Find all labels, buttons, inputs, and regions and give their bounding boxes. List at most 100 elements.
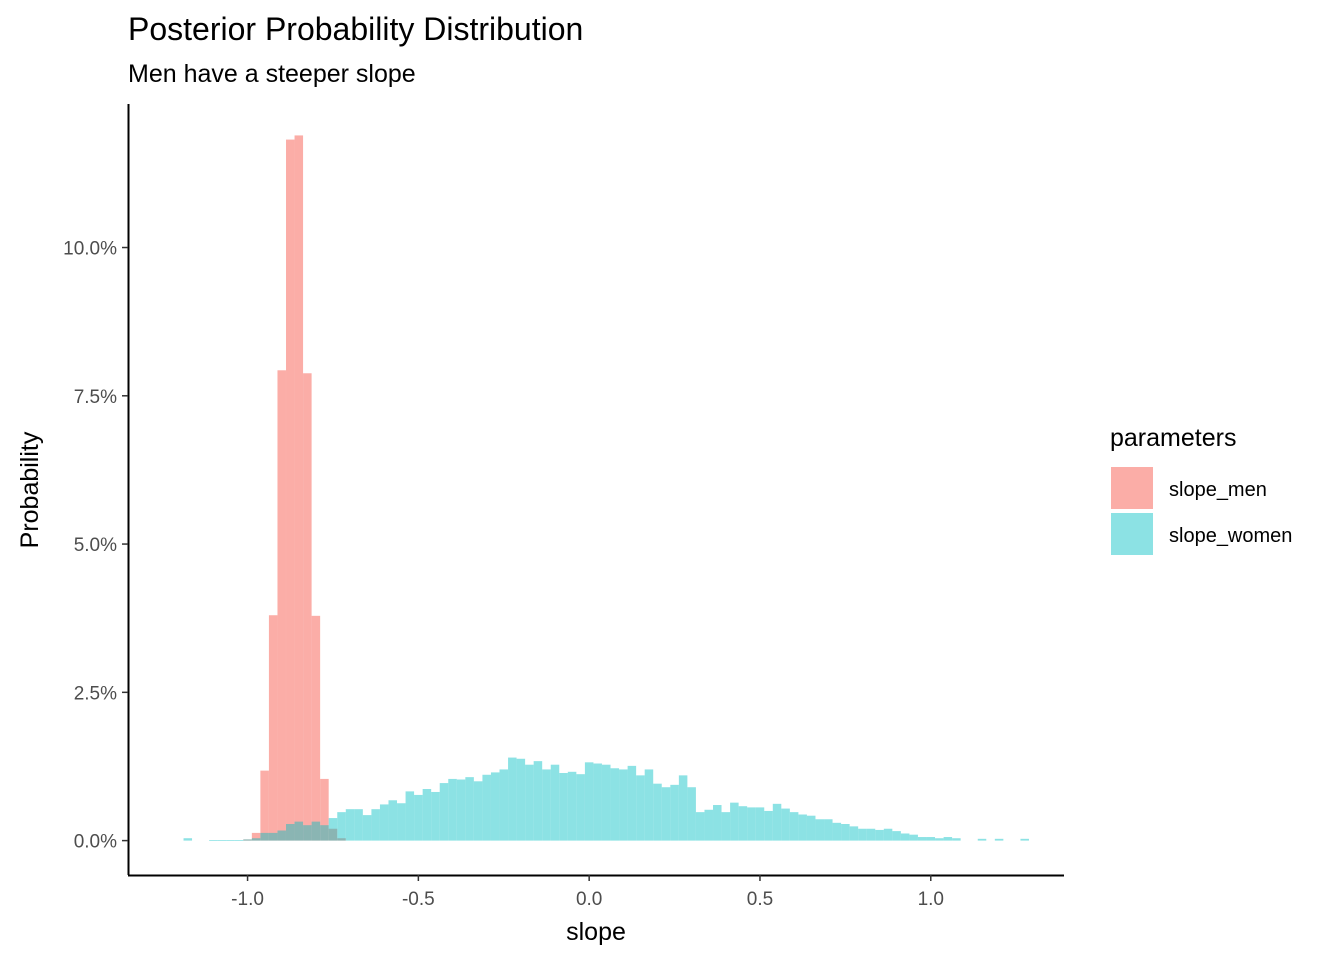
bar-slope-women-70 <box>772 803 782 841</box>
bar-slope-women-25 <box>388 800 397 841</box>
bar-slope-women-30 <box>431 791 440 841</box>
bar-slope-women-45 <box>559 772 568 841</box>
bar-slope-women-28 <box>414 794 423 841</box>
bar-slope-men-0 <box>243 839 252 841</box>
series-slope-men <box>243 135 346 841</box>
bar-slope-women-85 <box>900 833 910 841</box>
bar-slope-women-96 <box>994 838 1004 841</box>
bar-slope-women-81 <box>866 828 876 841</box>
bar-slope-women-72 <box>789 812 799 841</box>
bar-slope-men-10 <box>328 828 338 841</box>
bar-slope-women-7 <box>234 840 244 841</box>
bar-slope-women-35 <box>473 781 483 841</box>
series-slope-women <box>183 757 1029 841</box>
bar-slope-women-34 <box>465 777 474 841</box>
legend-label-slope-men: slope_men <box>1169 479 1267 501</box>
y-axis-ticks: 0.0% 2.5% 5.0% 7.5% 10.0% <box>63 239 128 853</box>
bar-slope-men-1 <box>251 832 261 841</box>
bar-slope-women-5 <box>217 840 227 841</box>
x-axis-title: slope <box>566 918 626 946</box>
bar-slope-women-29 <box>422 789 432 841</box>
bar-slope-men-2 <box>260 770 269 841</box>
bar-slope-women-94 <box>977 838 987 841</box>
x-tick-label: -1.0 <box>231 889 264 910</box>
bar-slope-women-50 <box>602 764 611 841</box>
bar-slope-women-15 <box>303 825 312 841</box>
x-tick-label: 0.0 <box>576 889 602 910</box>
histogram-bars <box>183 135 1029 841</box>
bar-slope-women-54 <box>636 775 645 841</box>
bar-slope-women-65 <box>730 802 739 841</box>
y-tick-label: 7.5% <box>74 387 117 408</box>
x-tick-label: 1.0 <box>918 889 944 910</box>
bar-slope-women-44 <box>550 764 560 841</box>
y-tick-label: 0.0% <box>74 832 117 853</box>
bar-slope-women-48 <box>584 762 594 841</box>
bar-slope-women-57 <box>661 787 671 841</box>
bar-slope-women-90 <box>943 837 953 841</box>
x-axis-ticks: -1.0 -0.5 0.0 0.5 1.0 <box>231 875 944 910</box>
bar-slope-women-38 <box>499 769 509 841</box>
bar-slope-women-47 <box>576 774 585 841</box>
legend-key-slope-men <box>1111 467 1153 509</box>
y-tick-label: 5.0% <box>74 535 117 556</box>
bar-slope-men-4 <box>277 370 286 841</box>
bar-slope-women-39 <box>508 757 517 841</box>
bar-slope-women-18 <box>328 818 338 841</box>
bar-slope-men-11 <box>337 838 346 841</box>
bar-slope-women-83 <box>883 828 893 841</box>
bar-slope-men-5 <box>286 139 295 841</box>
bar-slope-men-9 <box>320 778 329 841</box>
bar-slope-women-55 <box>644 769 654 841</box>
bar-slope-women-19 <box>337 812 346 841</box>
bar-slope-women-9 <box>251 838 261 841</box>
bar-slope-women-86 <box>909 834 918 841</box>
bar-slope-women-82 <box>875 829 884 841</box>
bar-slope-women-60 <box>687 787 696 841</box>
bar-slope-women-40 <box>516 758 526 841</box>
legend: parameters slope_men slope_women <box>1110 424 1292 555</box>
chart-title: Posterior Probability Distribution <box>128 11 583 47</box>
bar-slope-women-41 <box>525 764 534 841</box>
bar-slope-women-64 <box>721 812 731 841</box>
bar-slope-women-11 <box>268 832 278 841</box>
bar-slope-women-89 <box>935 838 944 841</box>
bar-slope-women-36 <box>482 774 491 841</box>
y-axis-title: Probability <box>16 431 44 548</box>
bar-slope-men-3 <box>268 615 278 841</box>
bar-slope-women-61 <box>695 812 705 841</box>
bar-slope-women-8 <box>243 839 252 841</box>
x-tick-label: 0.5 <box>747 889 773 910</box>
y-tick-label: 10.0% <box>63 239 117 260</box>
bar-slope-women-13 <box>286 824 295 841</box>
bar-slope-women-62 <box>704 809 713 841</box>
bar-slope-women-52 <box>619 769 628 841</box>
bar-slope-women-75 <box>815 819 825 841</box>
bar-slope-women-16 <box>311 821 321 841</box>
bar-slope-women-22 <box>362 815 372 841</box>
bar-slope-women-59 <box>678 775 688 841</box>
bar-slope-women-26 <box>397 803 406 841</box>
bar-slope-women-32 <box>448 778 457 841</box>
bar-slope-women-99 <box>1020 838 1029 841</box>
legend-label-slope-women: slope_women <box>1169 525 1292 547</box>
bar-slope-women-58 <box>670 784 679 841</box>
bar-slope-women-31 <box>439 783 449 841</box>
bar-slope-women-78 <box>841 824 850 841</box>
legend-title: parameters <box>1110 424 1236 452</box>
bar-slope-women-88 <box>926 837 936 841</box>
bar-slope-women-33 <box>456 779 466 841</box>
bar-slope-women-74 <box>806 815 816 841</box>
bar-slope-women-84 <box>892 831 901 841</box>
bar-slope-women-53 <box>627 765 637 841</box>
y-tick-label: 2.5% <box>74 683 117 704</box>
bar-slope-men-7 <box>303 373 312 841</box>
bar-slope-women-68 <box>755 807 765 841</box>
bar-slope-women-80 <box>858 828 867 841</box>
bar-slope-women-76 <box>824 819 833 841</box>
bar-slope-women-77 <box>832 822 842 841</box>
bar-slope-women-79 <box>849 826 859 841</box>
bar-slope-women-12 <box>277 830 286 841</box>
bar-slope-women-24 <box>379 804 389 841</box>
bar-slope-women-21 <box>354 809 363 841</box>
